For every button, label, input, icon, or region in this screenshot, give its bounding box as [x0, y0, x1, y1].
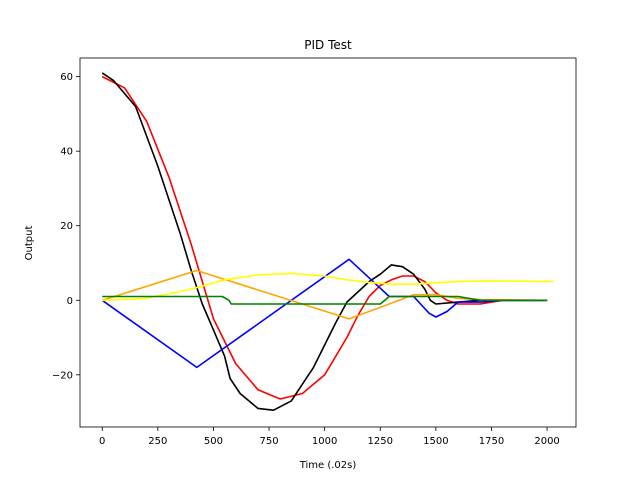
chart-title: PID Test [304, 38, 352, 52]
series-line-3 [101, 258, 548, 369]
y-tick-label: 0 [67, 296, 73, 307]
x-tick-label: 500 [204, 436, 223, 447]
y-axis: −20 0 20 40 60 [52, 72, 80, 381]
y-tick-label: 60 [60, 72, 73, 83]
x-axis-label: Time (.02s) [299, 460, 357, 471]
y-axis-label: Output [24, 226, 35, 261]
x-tick-label: 1750 [479, 436, 504, 447]
series-layer [101, 72, 554, 412]
x-tick-label: 0 [99, 436, 105, 447]
y-tick-label: 40 [60, 147, 73, 158]
x-tick-label: 1500 [423, 436, 448, 447]
series-line-2 [101, 72, 548, 412]
x-axis: 0 250 500 750 1000 1250 1500 1750 2000 [99, 427, 560, 447]
x-tick-label: 250 [148, 436, 167, 447]
series-line-1 [101, 75, 548, 400]
series-line-6 [102, 295, 548, 305]
x-tick-label: 2000 [534, 436, 559, 447]
series-line-4 [101, 269, 548, 320]
y-tick-label: −20 [52, 370, 73, 381]
x-tick-label: 750 [260, 436, 279, 447]
y-tick-label: 20 [60, 221, 73, 232]
x-tick-label: 1250 [368, 436, 393, 447]
plot-frame [79, 57, 577, 428]
series-line-5 [102, 272, 554, 302]
x-tick-label: 1000 [312, 436, 337, 447]
